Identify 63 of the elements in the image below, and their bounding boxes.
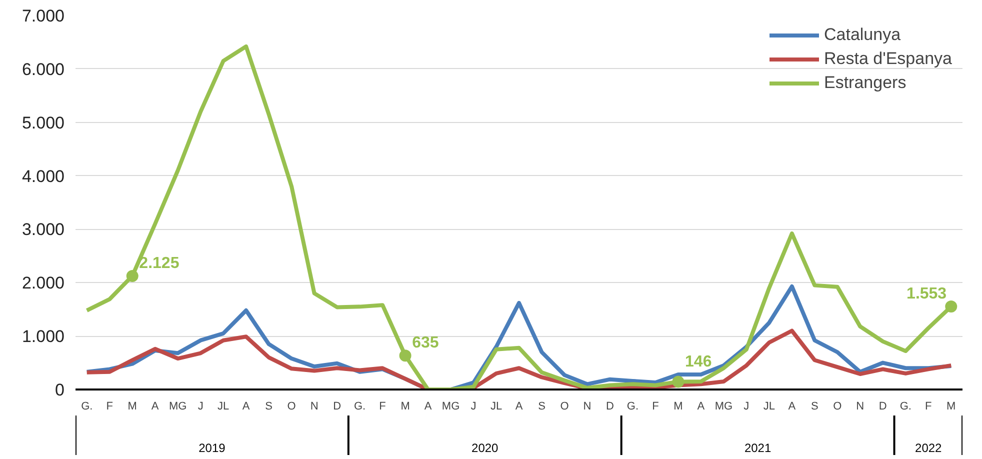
- y-tick-label: 2.000: [22, 274, 65, 293]
- point: [945, 300, 958, 313]
- x-tick-label: M: [946, 400, 956, 412]
- data-label: 2.125: [139, 254, 180, 272]
- x-tick-label: D: [606, 400, 614, 412]
- x-tick-label: J: [744, 400, 750, 412]
- x-tick-label: O: [287, 400, 296, 412]
- text: 2019: [198, 441, 226, 455]
- x-tick-label: N: [583, 400, 592, 412]
- x-tick-label: S: [538, 400, 546, 412]
- x-tick-label: G.: [900, 400, 912, 412]
- x-tick-label: G.: [626, 400, 639, 412]
- x-tick-label: D: [878, 400, 887, 412]
- line-series: [84, 328, 954, 390]
- x-tick-label: J: [198, 400, 204, 412]
- text: 2021: [744, 441, 772, 455]
- text: 2020: [472, 441, 499, 455]
- point: [126, 270, 138, 282]
- x-tick-label: M: [674, 400, 683, 412]
- y-tick-label: 5.000: [22, 113, 65, 132]
- y-tick-label: 7.000: [22, 6, 65, 26]
- legend-label: Catalunya: [824, 25, 901, 45]
- legend-label: Resta d'Espanya: [824, 49, 952, 69]
- x-tick-label: A: [424, 400, 432, 412]
- x-tick-label: A: [151, 400, 160, 412]
- x-tick-label: J: [470, 400, 476, 412]
- x-tick-label: A: [788, 400, 796, 412]
- x-tick-label: G.: [81, 400, 93, 412]
- x-tick-label: JL: [490, 400, 502, 412]
- x-tick-label: M: [400, 400, 410, 412]
- x-tick-label: MG: [168, 400, 187, 412]
- x-tick-label: F: [379, 400, 386, 412]
- x-tick-label: N: [856, 400, 864, 412]
- x-tick-label: JL: [763, 400, 775, 412]
- x-tick-label: F: [925, 400, 932, 412]
- data-label: 146: [685, 354, 712, 371]
- legend-label: Estrangers: [824, 73, 906, 93]
- y-tick-label: 1.000: [22, 327, 65, 346]
- y-tick-label: 3.000: [22, 220, 65, 240]
- x-tick-label: A: [515, 400, 524, 412]
- x-tick-label: F: [652, 400, 660, 412]
- x-tick-label: MG: [442, 400, 460, 412]
- data-label: 635: [412, 334, 439, 352]
- x-tick-label: N: [310, 400, 318, 412]
- y-tick-label: 6.000: [22, 60, 65, 79]
- x-tick-label: JL: [218, 400, 230, 412]
- x-tick-label: D: [333, 400, 342, 412]
- x-tick-label: A: [242, 400, 250, 412]
- x-tick-label: M: [128, 400, 137, 412]
- y-tick-label: 0: [55, 380, 65, 400]
- data-label: 1.553: [906, 286, 947, 303]
- y-tick-label: 4.000: [22, 166, 65, 186]
- x-tick-label: S: [811, 400, 818, 412]
- text: 2022: [915, 441, 942, 455]
- point: [672, 376, 684, 388]
- x-tick-label: MG: [714, 400, 733, 412]
- x-tick-label: S: [265, 400, 272, 412]
- x-tick-label: F: [106, 400, 114, 412]
- x-tick-label: O: [560, 400, 570, 412]
- x-tick-label: G.: [354, 400, 366, 412]
- point: [399, 350, 412, 362]
- x-tick-label: O: [833, 400, 842, 412]
- x-tick-label: A: [697, 400, 706, 412]
